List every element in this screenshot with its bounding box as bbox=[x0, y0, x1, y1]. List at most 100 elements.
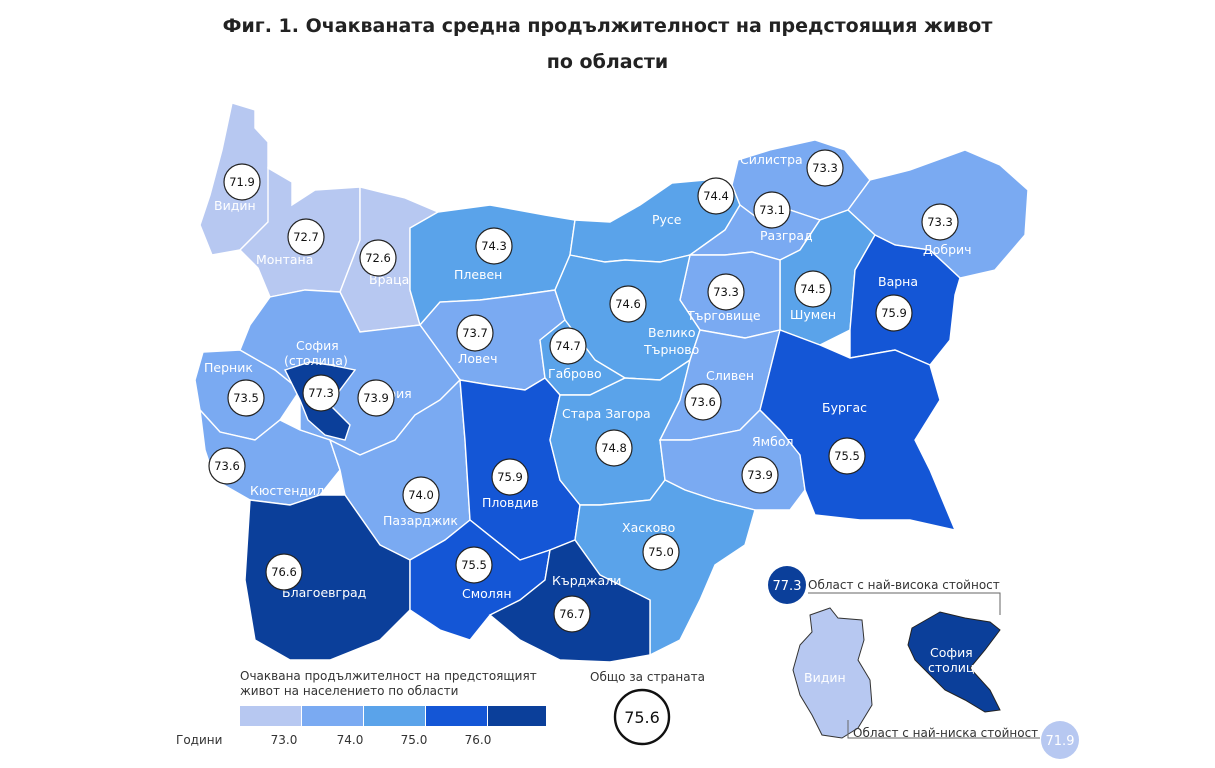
min-value-circle bbox=[1041, 721, 1079, 759]
label-vidin: Видин bbox=[214, 198, 256, 213]
label-pernik: Перник bbox=[204, 360, 253, 375]
value-marker: 74.5 bbox=[794, 270, 832, 308]
value-gabrovo: 74.7 bbox=[555, 339, 581, 353]
figure-title-line1: Фиг. 1. Очакваната средна продължителнос… bbox=[222, 15, 993, 37]
legend-break-3: 75.0 bbox=[401, 733, 428, 747]
legend-swatch-5 bbox=[488, 706, 546, 726]
value-sofia-capital: 77.3 bbox=[308, 386, 334, 400]
value-marker: 74.8 bbox=[595, 429, 633, 467]
value-turgovishte: 73.3 bbox=[713, 285, 739, 299]
value-marker: 72.7 bbox=[287, 218, 325, 256]
label-shumen: Шумен bbox=[790, 307, 836, 322]
value-kardzhali: 76.7 bbox=[559, 607, 585, 621]
value-sofia: 73.9 bbox=[363, 391, 389, 405]
value-markers: 71.9 72.7 72.6 74.3 74.4 73.3 73.1 73.3 … bbox=[208, 149, 959, 633]
value-marker: 73.9 bbox=[741, 456, 779, 494]
value-marker: 73.9 bbox=[357, 379, 395, 417]
value-marker: 73.3 bbox=[921, 203, 959, 241]
label-pazardzhik: Пазарджик bbox=[383, 513, 458, 528]
legend-swatch-3 bbox=[364, 706, 425, 726]
value-haskovo: 75.0 bbox=[648, 545, 674, 559]
label-plovdiv: Пловдив bbox=[482, 495, 539, 510]
legend-unit-label: Години bbox=[176, 733, 222, 747]
value-vtarnovo: 74.6 bbox=[615, 297, 641, 311]
value-lovech: 73.7 bbox=[462, 326, 488, 340]
value-marker: 71.9 bbox=[223, 163, 261, 201]
national-value: 75.6 bbox=[624, 708, 660, 727]
value-pazardzhik: 74.0 bbox=[408, 488, 434, 502]
label-montana: Монтана bbox=[256, 252, 313, 267]
value-marker: 73.3 bbox=[806, 149, 844, 187]
value-vidin: 71.9 bbox=[229, 175, 255, 189]
color-legend: Очаквана продължителност на предстоящият… bbox=[176, 669, 546, 747]
value-marker: 74.7 bbox=[549, 327, 587, 365]
legend-title-line2: живот на населението по области bbox=[240, 684, 458, 698]
value-razgrad: 73.1 bbox=[759, 203, 785, 217]
legend-swatch-2 bbox=[302, 706, 363, 726]
label-kardzhali: Кърджали bbox=[552, 573, 621, 588]
value-montana: 72.7 bbox=[293, 230, 319, 244]
label-varna: Варна bbox=[878, 274, 918, 289]
label-silistra: Силистра bbox=[740, 152, 803, 167]
national-label: Общо за страната bbox=[590, 670, 705, 684]
min-label: Област с най-ниска стойност bbox=[853, 726, 1038, 740]
value-marker: 73.6 bbox=[208, 447, 246, 485]
label-turgovishte: Търговище bbox=[686, 308, 761, 323]
region-name-labels: Видин Монтана Враца Плевен Русе Силистра… bbox=[204, 152, 972, 601]
legend-swatch-4 bbox=[426, 706, 487, 726]
value-marker: 76.6 bbox=[265, 553, 303, 591]
min-value: 71.9 bbox=[1046, 734, 1075, 749]
region-burgas[interactable] bbox=[759, 329, 957, 531]
label-sofia-capital-1: София bbox=[296, 338, 339, 353]
value-marker: 74.3 bbox=[475, 227, 513, 265]
label-burgas: Бургас bbox=[822, 400, 867, 415]
label-vtarnovo-1: Велико bbox=[648, 325, 696, 340]
value-plovdiv: 75.9 bbox=[497, 470, 523, 484]
value-vratsa: 72.6 bbox=[365, 251, 391, 265]
label-razgrad: Разград bbox=[760, 228, 813, 243]
value-pleven: 74.3 bbox=[481, 239, 507, 253]
inset-sofia-capital-label-1: София bbox=[930, 645, 973, 660]
value-kyustendil: 73.6 bbox=[214, 459, 240, 473]
label-pleven: Плевен bbox=[454, 267, 502, 282]
national-total: Общо за страната 75.6 bbox=[590, 670, 705, 746]
value-marker: 75.5 bbox=[828, 437, 866, 475]
value-smolyan: 75.5 bbox=[461, 558, 487, 572]
label-yambol: Ямбол bbox=[752, 434, 793, 449]
value-dobrich: 73.3 bbox=[927, 215, 953, 229]
max-value-circle bbox=[768, 566, 806, 604]
national-circle bbox=[613, 688, 671, 746]
max-label: Област с най-висока стойност bbox=[808, 578, 1000, 592]
inset-sofia-capital-label-2: столица bbox=[928, 660, 982, 675]
label-sliven: Сливен bbox=[706, 368, 754, 383]
inset-vidin-label: Видин bbox=[804, 670, 846, 685]
label-stara-zagora: Стара Загора bbox=[562, 406, 651, 421]
value-marker: 73.7 bbox=[456, 314, 494, 352]
value-marker: 74.0 bbox=[402, 476, 440, 514]
legend-break-4: 76.0 bbox=[465, 733, 492, 747]
value-stara-zagora: 74.8 bbox=[601, 441, 627, 455]
label-kyustendil: Кюстендил bbox=[250, 483, 324, 498]
value-marker: 73.3 bbox=[707, 273, 745, 311]
legend-break-2: 74.0 bbox=[337, 733, 364, 747]
value-marker: 73.5 bbox=[227, 379, 265, 417]
value-marker: 75.5 bbox=[455, 546, 493, 584]
value-marker: 75.9 bbox=[491, 458, 529, 496]
value-marker: 73.1 bbox=[753, 191, 791, 229]
value-yambol: 73.9 bbox=[747, 468, 773, 482]
label-sofia-capital-2: (столица) bbox=[284, 353, 348, 368]
legend-break-1: 73.0 bbox=[271, 733, 298, 747]
max-connector bbox=[808, 592, 1001, 615]
value-marker: 75.0 bbox=[642, 533, 680, 571]
value-marker: 75.9 bbox=[875, 294, 913, 332]
highlight-inset: 77.3 Област с най-висока стойност Видин … bbox=[768, 566, 1079, 759]
value-marker: 76.7 bbox=[553, 595, 591, 633]
value-shumen: 74.5 bbox=[800, 282, 826, 296]
value-marker: 74.6 bbox=[609, 285, 647, 323]
figure-title-line2: по области bbox=[546, 51, 669, 73]
value-pernik: 73.5 bbox=[233, 391, 259, 405]
value-marker: 73.6 bbox=[684, 383, 722, 421]
value-marker: 74.4 bbox=[697, 177, 735, 215]
inset-vidin-shape bbox=[792, 607, 873, 739]
